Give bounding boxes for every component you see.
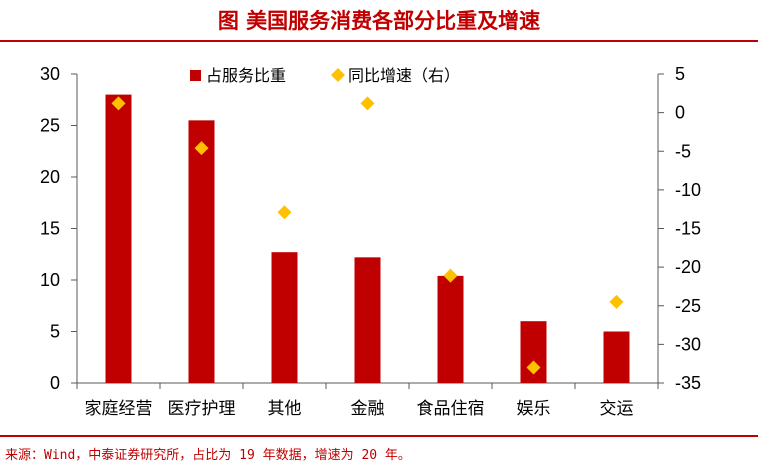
right-tick-label: 0	[675, 103, 685, 123]
left-tick-label: 5	[50, 322, 60, 342]
marker-series	[111, 96, 624, 375]
right-tick-label: -25	[675, 296, 701, 316]
bar-series	[105, 94, 630, 383]
diamond-marker	[194, 141, 209, 156]
left-tick-label: 10	[40, 270, 60, 290]
chart-title: 图 美国服务消费各部分比重及增速	[217, 8, 541, 33]
title-divider	[0, 40, 758, 42]
category-label: 娱乐	[517, 399, 551, 419]
bar	[105, 94, 132, 383]
diamond-marker	[526, 360, 541, 375]
chart: 0 5 10 15 20 25 30 5 0 -5 -10 -15 -20 -25 -30 -35 家庭经营 医疗…	[40, 64, 701, 419]
left-tick-label: 15	[40, 219, 60, 239]
right-tick-label: -35	[675, 373, 701, 393]
legend-label-diamond: 同比增速（右）	[348, 66, 460, 85]
bar	[271, 252, 298, 383]
legend: 占服务比重 同比增速（右）	[190, 66, 460, 85]
bar	[354, 257, 381, 383]
right-tick-label: -20	[675, 257, 701, 277]
category-label: 家庭经营	[85, 399, 153, 419]
category-label: 食品住宿	[417, 399, 485, 419]
left-tick-label: 0	[50, 373, 60, 393]
left-tick-label: 20	[40, 167, 60, 187]
right-tick-label: -10	[675, 180, 701, 200]
category-label: 金融	[351, 399, 385, 419]
right-tick-label: -15	[675, 219, 701, 239]
right-tick-label: 5	[675, 64, 685, 84]
bar	[437, 275, 464, 383]
left-tick-label: 30	[40, 64, 60, 84]
diamond-marker	[111, 96, 126, 111]
axes: 0 5 10 15 20 25 30 5 0 -5 -10 -15 -20 -25 -30 -35 家庭经营 医疗…	[40, 64, 701, 419]
left-tick-label: 25	[40, 116, 60, 136]
diamond-marker	[443, 268, 458, 283]
diamond-marker	[277, 205, 292, 220]
right-tick-label: -5	[675, 141, 691, 161]
source-note: 来源：Wind，中泰证券研究所，占比为 19 年数据，增速为 20 年。	[5, 448, 411, 463]
legend-label-bar: 占服务比重	[206, 66, 286, 85]
legend-swatch-diamond	[331, 68, 345, 82]
category-label: 其他	[268, 399, 302, 419]
source-divider	[0, 435, 758, 437]
category-label: 交运	[600, 399, 634, 419]
bar	[603, 331, 630, 383]
bar	[188, 120, 215, 383]
right-tick-label: -30	[675, 334, 701, 354]
legend-swatch-bar	[190, 70, 201, 81]
diamond-marker	[360, 96, 375, 111]
diamond-marker	[609, 294, 624, 309]
category-label: 医疗护理	[168, 399, 236, 419]
